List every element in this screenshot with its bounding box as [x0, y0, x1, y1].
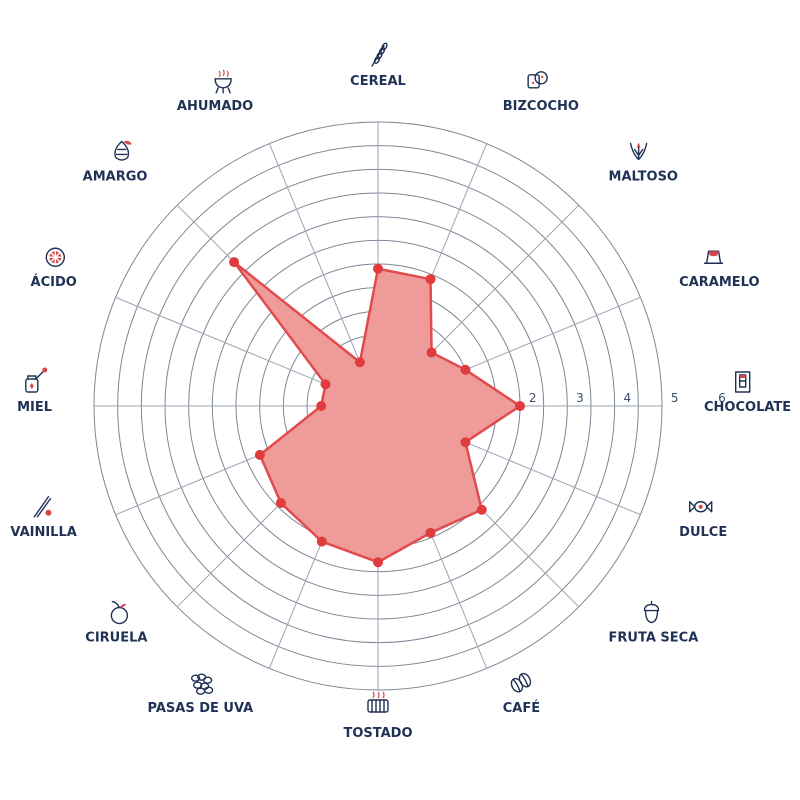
axis-label-ciruela: CIRUELA	[85, 631, 147, 646]
axis-label-cereal: CEREAL	[350, 74, 406, 89]
data-point-5	[460, 437, 471, 448]
malt-icon	[629, 142, 648, 161]
data-point-0	[373, 263, 383, 274]
data-point-4	[515, 401, 525, 411]
vanilla-icon	[33, 496, 52, 518]
axis-label-bizcocho: BIZCOCHO	[503, 99, 579, 114]
axis-label-miel: MIEL	[17, 400, 52, 415]
coffee-beans-icon	[510, 672, 532, 693]
axis-label-caramelo: CARAMELO	[679, 275, 759, 290]
toaster-icon	[367, 691, 389, 713]
data-point-6	[476, 504, 487, 515]
raisins-icon	[190, 673, 214, 695]
tick-label: 6	[718, 391, 726, 405]
axis-label-pasas-de-uva: PASAS DE UVA	[148, 701, 254, 716]
plum-icon	[110, 600, 129, 625]
data-point-13	[320, 379, 331, 390]
data-point-11	[254, 449, 265, 460]
acorn-icon	[643, 600, 660, 624]
data-point-9	[316, 536, 327, 547]
wheat-icon	[371, 42, 388, 67]
tick-label: 5	[671, 391, 679, 405]
axis-label-vainilla: VAINILLA	[10, 525, 76, 540]
axis-label-ahumado: AHUMADO	[177, 99, 253, 114]
candy-icon	[688, 501, 713, 513]
data-point-8	[373, 557, 383, 568]
data-point-7	[425, 527, 436, 538]
tick-label: 4	[624, 391, 632, 405]
axis-label-maltoso: MALTOSO	[609, 169, 678, 184]
axis-label-tostado: TOSTADO	[343, 726, 412, 741]
grill-icon	[214, 69, 232, 94]
axis-label--cido: ÁCIDO	[31, 274, 77, 290]
axis-label-dulce: DULCE	[679, 525, 727, 540]
hops-icon	[114, 140, 132, 161]
data-point-10	[275, 498, 286, 509]
caramel-flan-icon	[703, 250, 724, 264]
flavor-profile-series	[229, 257, 525, 568]
axis-label-chocolate: CHOCOLATE	[704, 400, 791, 415]
data-point-3	[460, 364, 471, 375]
data-point-12	[316, 401, 327, 411]
data-point-15	[354, 357, 365, 368]
axis-label-caf-: CAFÉ	[503, 700, 540, 716]
axis-labels: CEREAL BIZCOCHO MALTOSO CARAMELO CHOCOLATE DU…	[10, 74, 791, 741]
biscuit-icon	[527, 71, 548, 89]
data-point-2	[426, 347, 437, 358]
data-point-14	[229, 257, 240, 268]
axis-label-fruta-seca: FRUTA SECA	[609, 631, 699, 646]
tick-label: 3	[576, 391, 584, 405]
chocolate-bar-icon	[735, 371, 751, 393]
axis-label-amargo: AMARGO	[83, 169, 148, 184]
tick-label: 2	[529, 391, 537, 405]
honey-jar-icon	[25, 367, 48, 393]
data-point-1	[425, 274, 436, 285]
citrus-icon	[45, 247, 66, 267]
axis-icons	[25, 42, 751, 713]
